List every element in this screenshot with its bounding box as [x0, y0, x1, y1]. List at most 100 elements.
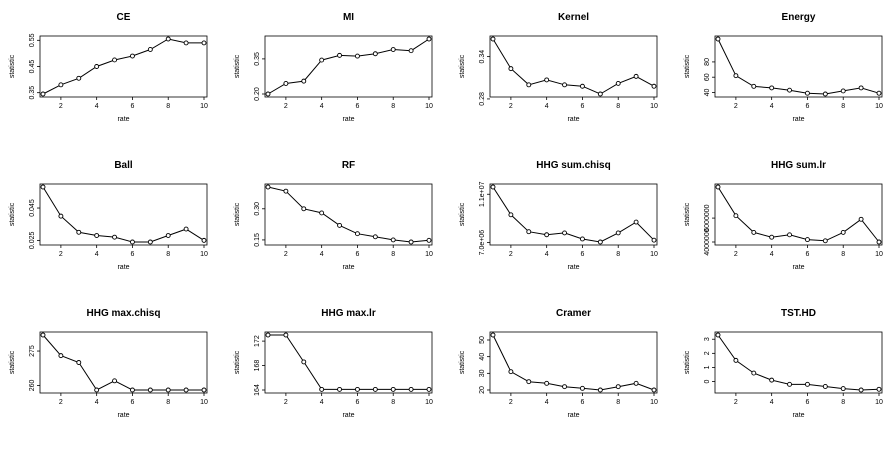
- data-point: [633, 219, 639, 225]
- data-point: [822, 384, 828, 389]
- data-point: [112, 234, 118, 240]
- data-point: [579, 385, 585, 391]
- y-tick-label: 0.15: [254, 233, 261, 247]
- data-point: [769, 377, 775, 383]
- data-point: [94, 233, 100, 238]
- x-tick-label: 6: [355, 103, 359, 110]
- y-tick-label: 275: [29, 345, 36, 357]
- data-point: [301, 206, 307, 212]
- x-axis-label: rate: [342, 264, 354, 271]
- x-axis-label: rate: [792, 412, 804, 419]
- data-point: [822, 91, 828, 97]
- data-point: [579, 236, 585, 242]
- data-point: [804, 90, 810, 96]
- data-point: [94, 387, 100, 393]
- data-point: [804, 237, 810, 243]
- chart-panel: Kernel 2 4 6 8 10 0.28 0.34 rate statistic: [450, 0, 669, 153]
- series-line: [717, 334, 880, 391]
- x-tick-label: 2: [734, 251, 738, 258]
- data-point: [147, 239, 153, 245]
- x-tick-label: 8: [616, 251, 620, 258]
- y-tick-label: 0.025: [29, 232, 36, 250]
- data-point: [715, 36, 721, 42]
- data-point: [562, 82, 568, 88]
- x-axis-label: rate: [567, 116, 579, 123]
- y-tick-label: 172: [254, 335, 261, 347]
- data-point: [769, 234, 775, 240]
- data-point: [544, 232, 550, 238]
- chart-panel: HHG max.lr 2 4 6 8 10 164 168 172 rate statistic: [225, 296, 444, 449]
- y-tick-label: 1.1e+07: [479, 181, 486, 207]
- y-tick-label: 0: [704, 379, 711, 383]
- data-point: [201, 40, 207, 46]
- x-axis-label: rate: [342, 412, 354, 419]
- data-point: [94, 64, 100, 69]
- data-point: [265, 184, 271, 190]
- x-tick-label: 4: [770, 251, 774, 258]
- data-point: [733, 213, 739, 219]
- chart-panel: Ball 2 4 6 8 10 0.025 0.045 rate statistic: [0, 148, 219, 301]
- y-axis-label: statistic: [459, 350, 466, 374]
- plot-frame: [714, 183, 883, 246]
- chart-panel: Cramer 2 4 6 8 10 20 30 40 50 rate statistic: [450, 296, 669, 449]
- chart-svg: Energy 2 4 6 8 10 40 60 80 rate statistic: [684, 12, 883, 123]
- series-line: [267, 186, 430, 243]
- x-tick-label: 8: [391, 399, 395, 406]
- data-point: [840, 229, 846, 235]
- y-axis-label: statistic: [9, 54, 16, 78]
- y-tick-label: 3: [704, 337, 711, 341]
- plot-frame: [264, 35, 433, 98]
- chart-svg: HHG max.lr 2 4 6 8 10 164 168 172 rate statistic: [234, 308, 433, 419]
- data-point: [426, 386, 432, 392]
- series-line: [492, 38, 655, 95]
- y-tick-label: 20: [479, 386, 486, 394]
- data-point: [319, 57, 325, 63]
- data-point: [508, 66, 514, 72]
- data-point: [147, 47, 153, 52]
- x-tick-label: 8: [841, 251, 845, 258]
- data-point: [165, 233, 171, 238]
- x-tick-label: 10: [650, 399, 658, 406]
- data-point: [426, 36, 432, 42]
- data-point: [876, 386, 882, 392]
- chart-panel: RF 2 4 6 8 10 0.15 0.30 rate statistic: [225, 148, 444, 301]
- x-axis-label: rate: [117, 116, 129, 123]
- data-point: [787, 87, 793, 93]
- data-point: [490, 184, 496, 190]
- x-tick-label: 8: [841, 399, 845, 406]
- x-tick-label: 10: [650, 103, 658, 110]
- x-tick-label: 2: [734, 103, 738, 110]
- x-tick-label: 2: [734, 399, 738, 406]
- data-point: [822, 238, 828, 244]
- y-axis-label: statistic: [684, 54, 691, 78]
- y-tick-label: 1: [704, 365, 711, 369]
- x-axis-label: rate: [117, 264, 129, 271]
- data-point: [615, 80, 621, 86]
- data-point: [183, 387, 189, 393]
- data-point: [201, 237, 207, 243]
- chart-svg: Cramer 2 4 6 8 10 20 30 40 50 rate statistic: [459, 308, 658, 419]
- y-tick-label: 0.35: [29, 86, 36, 100]
- data-point: [426, 237, 432, 243]
- x-axis-label: rate: [117, 412, 129, 419]
- y-tick-label: 0.28: [479, 92, 486, 106]
- data-point: [858, 216, 864, 222]
- plot-frame: [489, 183, 658, 246]
- x-tick-label: 8: [616, 103, 620, 110]
- chart-title: Kernel: [558, 12, 589, 23]
- y-axis-label: statistic: [459, 202, 466, 226]
- data-point: [201, 387, 207, 393]
- data-point: [840, 386, 846, 392]
- y-tick-label: 80: [704, 58, 711, 66]
- x-tick-label: 6: [805, 251, 809, 258]
- data-point: [337, 222, 343, 228]
- chart-svg: MI 2 4 6 8 10 0.20 0.35 rate statistic: [234, 12, 433, 123]
- data-point: [76, 229, 82, 235]
- chart-title: CE: [117, 12, 131, 23]
- x-tick-label: 4: [320, 399, 324, 406]
- x-tick-label: 6: [355, 251, 359, 258]
- y-tick-label: 164: [254, 384, 261, 396]
- plot-frame: [39, 183, 208, 246]
